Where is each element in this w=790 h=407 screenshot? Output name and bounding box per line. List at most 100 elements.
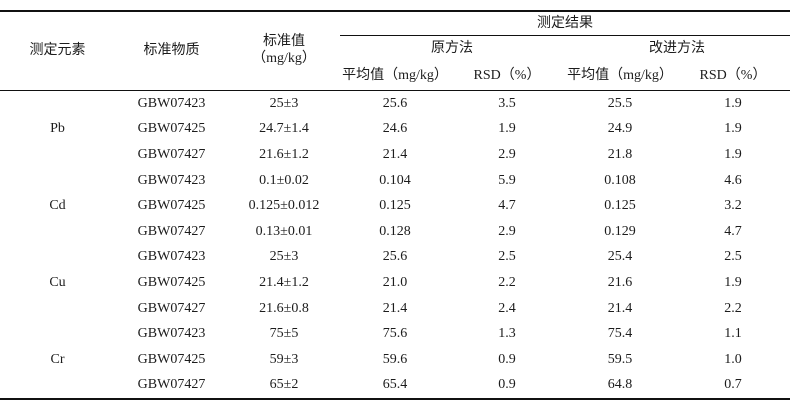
- table-row: GBW07427 21.6±1.2 21.4 2.9 21.8 1.9: [0, 142, 790, 168]
- material-cell: GBW07425: [137, 351, 206, 367]
- improved-rsd-cell: 0.7: [724, 377, 742, 393]
- improved-rsd-cell: 1.1: [724, 326, 742, 342]
- material-cell: GBW07423: [137, 249, 206, 265]
- material-cell: GBW07425: [137, 121, 206, 137]
- material-cell: GBW07425: [137, 198, 206, 214]
- table-row: GBW07427 0.13±0.01 0.128 2.9 0.129 4.7: [0, 219, 790, 245]
- original-rsd-cell: 1.3: [498, 326, 516, 342]
- standard-value-cell: 0.1±0.02: [259, 172, 309, 188]
- original-mean-cell: 21.4: [382, 146, 408, 162]
- table-body: Pb GBW07423 25±3 25.6 3.5 25.5 1.9 GBW07425 24.7…: [0, 91, 790, 400]
- improved-rsd-cell: 1.9: [724, 146, 742, 162]
- table-row: GBW07425 24.7±1.4 24.6 1.9 24.9 1.9: [0, 117, 790, 143]
- original-rsd-cell: 0.9: [498, 351, 516, 367]
- header-standard-value-line2: （mg/kg）: [252, 51, 316, 66]
- improved-mean-cell: 21.4: [607, 300, 633, 316]
- improved-rsd-cell: 1.9: [724, 274, 742, 290]
- material-cell: GBW07423: [137, 95, 206, 111]
- header-original-method: 原方法: [431, 41, 473, 57]
- table-row: Pb GBW07423 25±3 25.6 3.5 25.5 1.9: [0, 91, 790, 137]
- improved-rsd-cell: 2.5: [724, 249, 742, 265]
- standard-value-cell: 25±3: [269, 249, 299, 265]
- original-mean-cell: 59.6: [382, 351, 408, 367]
- original-mean-cell: 0.128: [379, 223, 411, 239]
- table-row: GBW07425 21.4±1.2 21.0 2.2 21.6 1.9: [0, 270, 790, 296]
- improved-mean-cell: 0.108: [604, 172, 636, 188]
- element-cell: Cr: [50, 351, 65, 367]
- standard-value-cell: 0.13±0.01: [255, 223, 313, 239]
- improved-mean-cell: 0.125: [604, 198, 636, 214]
- original-mean-cell: 25.6: [382, 95, 408, 111]
- element-cell: Cu: [49, 274, 66, 290]
- improved-rsd-cell: 1.9: [724, 95, 742, 111]
- standard-value-cell: 24.7±1.4: [259, 121, 309, 137]
- header-improved-method: 改进方法: [649, 41, 705, 57]
- original-rsd-cell: 0.9: [498, 377, 516, 393]
- material-cell: GBW07427: [137, 223, 206, 239]
- standard-value-cell: 25±3: [269, 95, 299, 111]
- original-mean-cell: 75.6: [382, 326, 408, 342]
- original-mean-cell: 21.4: [382, 300, 408, 316]
- improved-mean-cell: 0.129: [604, 223, 636, 239]
- header-result-group: 测定结果: [340, 11, 790, 36]
- original-mean-cell: 21.0: [382, 274, 408, 290]
- improved-rsd-cell: 1.0: [724, 351, 742, 367]
- improved-rsd-cell: 4.6: [724, 172, 742, 188]
- table-row: Cr GBW07423 75±5 75.6 1.3 75.4 1.1: [0, 321, 790, 367]
- material-cell: GBW07427: [137, 300, 206, 316]
- material-cell: GBW07427: [137, 377, 206, 393]
- original-mean-cell: 65.4: [382, 377, 408, 393]
- header-element: 测定元素: [0, 11, 115, 91]
- improved-rsd-cell: 3.2: [724, 198, 742, 214]
- element-cell: Pb: [50, 121, 65, 137]
- header-material: 标准物质: [115, 11, 228, 91]
- table-row: Cd GBW07423 0.1±0.02 0.104 5.9 0.108 4.6: [0, 168, 790, 214]
- table-row: GBW07427 65±2 65.4 0.9 64.8 0.7: [0, 373, 790, 400]
- improved-rsd-cell: 2.2: [724, 300, 742, 316]
- header-mean-original: 平均值（mg/kg）: [340, 62, 450, 91]
- element-cell: Cd: [49, 198, 66, 214]
- improved-mean-cell: 25.5: [607, 95, 633, 111]
- standard-value-cell: 21.6±1.2: [259, 146, 309, 162]
- header-row-result-group: 测定元素 标准物质 标准值 （mg/kg） 测定结果: [0, 11, 790, 91]
- material-cell: GBW07423: [137, 326, 206, 342]
- material-cell: GBW07425: [137, 274, 206, 290]
- header-mean-improved: 平均值（mg/kg）: [564, 62, 676, 91]
- original-mean-cell: 25.6: [382, 249, 408, 265]
- improved-mean-cell: 21.6: [607, 274, 633, 290]
- header-row-methods: 原方法 改进方法: [0, 36, 790, 63]
- standard-value-cell: 21.4±1.2: [259, 274, 309, 290]
- table-row: GBW07427 21.6±0.8 21.4 2.4 21.4 2.2: [0, 296, 790, 322]
- improved-mean-cell: 59.5: [607, 351, 633, 367]
- header-standard-value: 标准值 （mg/kg）: [228, 11, 340, 91]
- standard-value-cell: 59±3: [269, 351, 299, 367]
- standard-value-cell: 21.6±0.8: [259, 300, 309, 316]
- original-rsd-cell: 4.7: [498, 198, 516, 214]
- improved-mean-cell: 64.8: [607, 377, 633, 393]
- header-standard-value-line1: 标准值: [263, 34, 305, 50]
- original-rsd-cell: 2.9: [498, 223, 516, 239]
- original-rsd-cell: 1.9: [498, 121, 516, 137]
- material-cell: GBW07423: [137, 172, 206, 188]
- original-rsd-cell: 2.4: [498, 300, 516, 316]
- original-mean-cell: 0.125: [379, 198, 411, 214]
- original-rsd-cell: 3.5: [498, 95, 516, 111]
- improved-mean-cell: 21.8: [607, 146, 633, 162]
- improved-mean-cell: 75.4: [607, 326, 633, 342]
- header-rsd-original: RSD（%）: [450, 62, 564, 91]
- original-mean-cell: 24.6: [382, 121, 408, 137]
- standard-value-cell: 0.125±0.012: [248, 198, 320, 214]
- table-row: Cu GBW07423 25±3 25.6 2.5 25.4 2.5: [0, 245, 790, 290]
- standard-value-cell: 75±5: [269, 326, 299, 342]
- header-rsd-improved: RSD（%）: [676, 62, 790, 91]
- header-row-subcolumns: 平均值（mg/kg） RSD（%） 平均值（mg/kg） RSD（%）: [0, 62, 790, 91]
- original-rsd-cell: 2.5: [498, 249, 516, 265]
- original-mean-cell: 0.104: [379, 172, 411, 188]
- improved-mean-cell: 25.4: [607, 249, 633, 265]
- improved-rsd-cell: 4.7: [724, 223, 742, 239]
- original-rsd-cell: 5.9: [498, 172, 516, 188]
- results-table: 测定元素 标准物质 标准值 （mg/kg） 测定结果 原方法 改进方法 平均值（…: [0, 10, 790, 401]
- improved-rsd-cell: 1.9: [724, 121, 742, 137]
- standard-value-cell: 65±2: [269, 377, 299, 393]
